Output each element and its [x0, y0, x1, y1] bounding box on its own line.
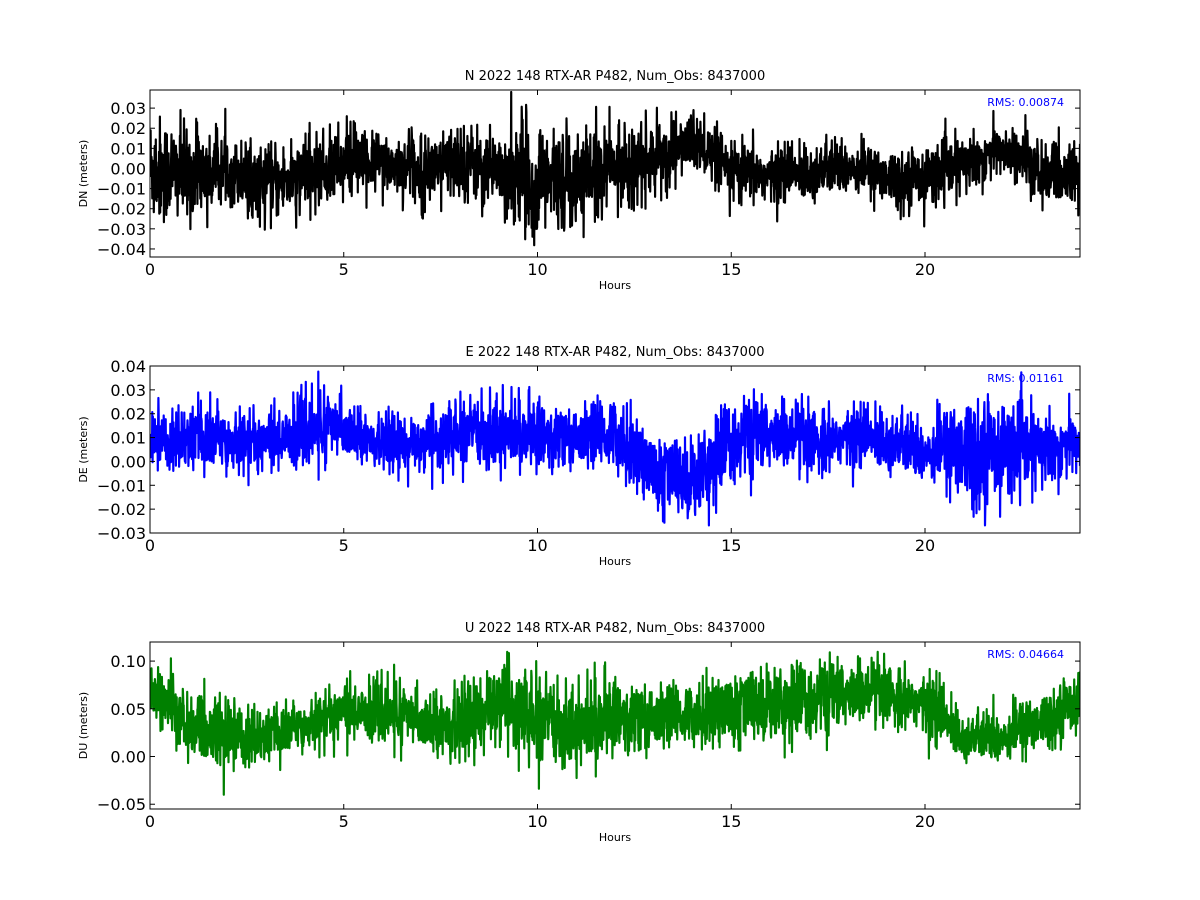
rms-annotation: RMS: 0.01161	[987, 372, 1064, 385]
plot-frame	[149, 641, 1081, 810]
x-tick-label: 10	[527, 260, 547, 279]
y-tick-label: 0.10	[110, 652, 146, 671]
rms-annotation: RMS: 0.04664	[987, 648, 1064, 661]
y-tick-label: −0.05	[97, 795, 146, 814]
plot-frame	[149, 365, 1081, 534]
y-tick-label: 0.01	[110, 429, 146, 448]
series-line	[150, 90, 1080, 247]
y-tick-label: 0.01	[110, 139, 146, 158]
x-axis-label: Hours	[599, 279, 631, 292]
y-tick-label: 0.03	[110, 381, 146, 400]
y-axis-label: DU (meters)	[77, 692, 90, 759]
y-tick-label: 0.00	[110, 748, 146, 767]
y-tick-label: 0.00	[110, 452, 146, 471]
chart-panel-1: 0 5 10 15 20 −0.03 −0.02 −0.01 0.00 0.01 0.02 0.03 0…	[77, 345, 1081, 568]
x-tick-label: 5	[339, 260, 349, 279]
x-axis-label: Hours	[599, 555, 631, 568]
chart-panel-2: 0 5 10 15 20 −0.05 0.00 0.05 0.10 U 2022 148 RTX-…	[77, 621, 1081, 844]
x-tick-label: 15	[721, 812, 741, 831]
x-tick-label: 15	[721, 260, 741, 279]
y-tick-label: −0.02	[97, 200, 146, 219]
series-line	[150, 370, 1080, 527]
y-tick-label: 0.04	[110, 357, 146, 376]
plot-frame	[149, 89, 1081, 258]
x-tick-label: 20	[915, 812, 935, 831]
y-tick-label: −0.02	[97, 500, 146, 519]
x-axis-label: Hours	[599, 831, 631, 844]
y-tick-label: 0.02	[110, 119, 146, 138]
x-tick-label: 20	[915, 260, 935, 279]
y-tick-label: −0.03	[97, 524, 146, 543]
y-tick-label: 0.03	[110, 99, 146, 118]
x-tick-label: 5	[339, 812, 349, 831]
chart-title: U 2022 148 RTX-AR P482, Num_Obs: 8437000	[465, 621, 765, 636]
y-tick-label: −0.01	[97, 476, 146, 495]
x-tick-label: 20	[915, 536, 935, 555]
y-tick-label: −0.04	[97, 240, 146, 259]
x-tick-label: 0	[145, 812, 155, 831]
y-tick-label: −0.01	[97, 180, 146, 199]
y-axis-label: DE (meters)	[77, 416, 90, 482]
chart-title: N 2022 148 RTX-AR P482, Num_Obs: 8437000	[465, 69, 765, 84]
x-tick-label: 10	[527, 812, 547, 831]
chart-panel-0: 0 5 10 15 20 −0.04−0.03−0.02−0.01 0.000.010.02…	[77, 69, 1081, 292]
series-line	[150, 650, 1080, 796]
x-tick-label: 10	[527, 536, 547, 555]
y-tick-label: 0.00	[110, 159, 146, 178]
x-tick-label: 0	[145, 260, 155, 279]
x-tick-label: 5	[339, 536, 349, 555]
y-tick-label: −0.03	[97, 220, 146, 239]
y-axis-label: DN (meters)	[77, 140, 90, 208]
chart-title: E 2022 148 RTX-AR P482, Num_Obs: 8437000	[466, 345, 765, 360]
rms-annotation: RMS: 0.00874	[987, 96, 1064, 109]
x-tick-label: 0	[145, 536, 155, 555]
x-tick-label: 15	[721, 536, 741, 555]
y-tick-label: 0.02	[110, 405, 146, 424]
y-tick-label: 0.05	[110, 700, 146, 719]
